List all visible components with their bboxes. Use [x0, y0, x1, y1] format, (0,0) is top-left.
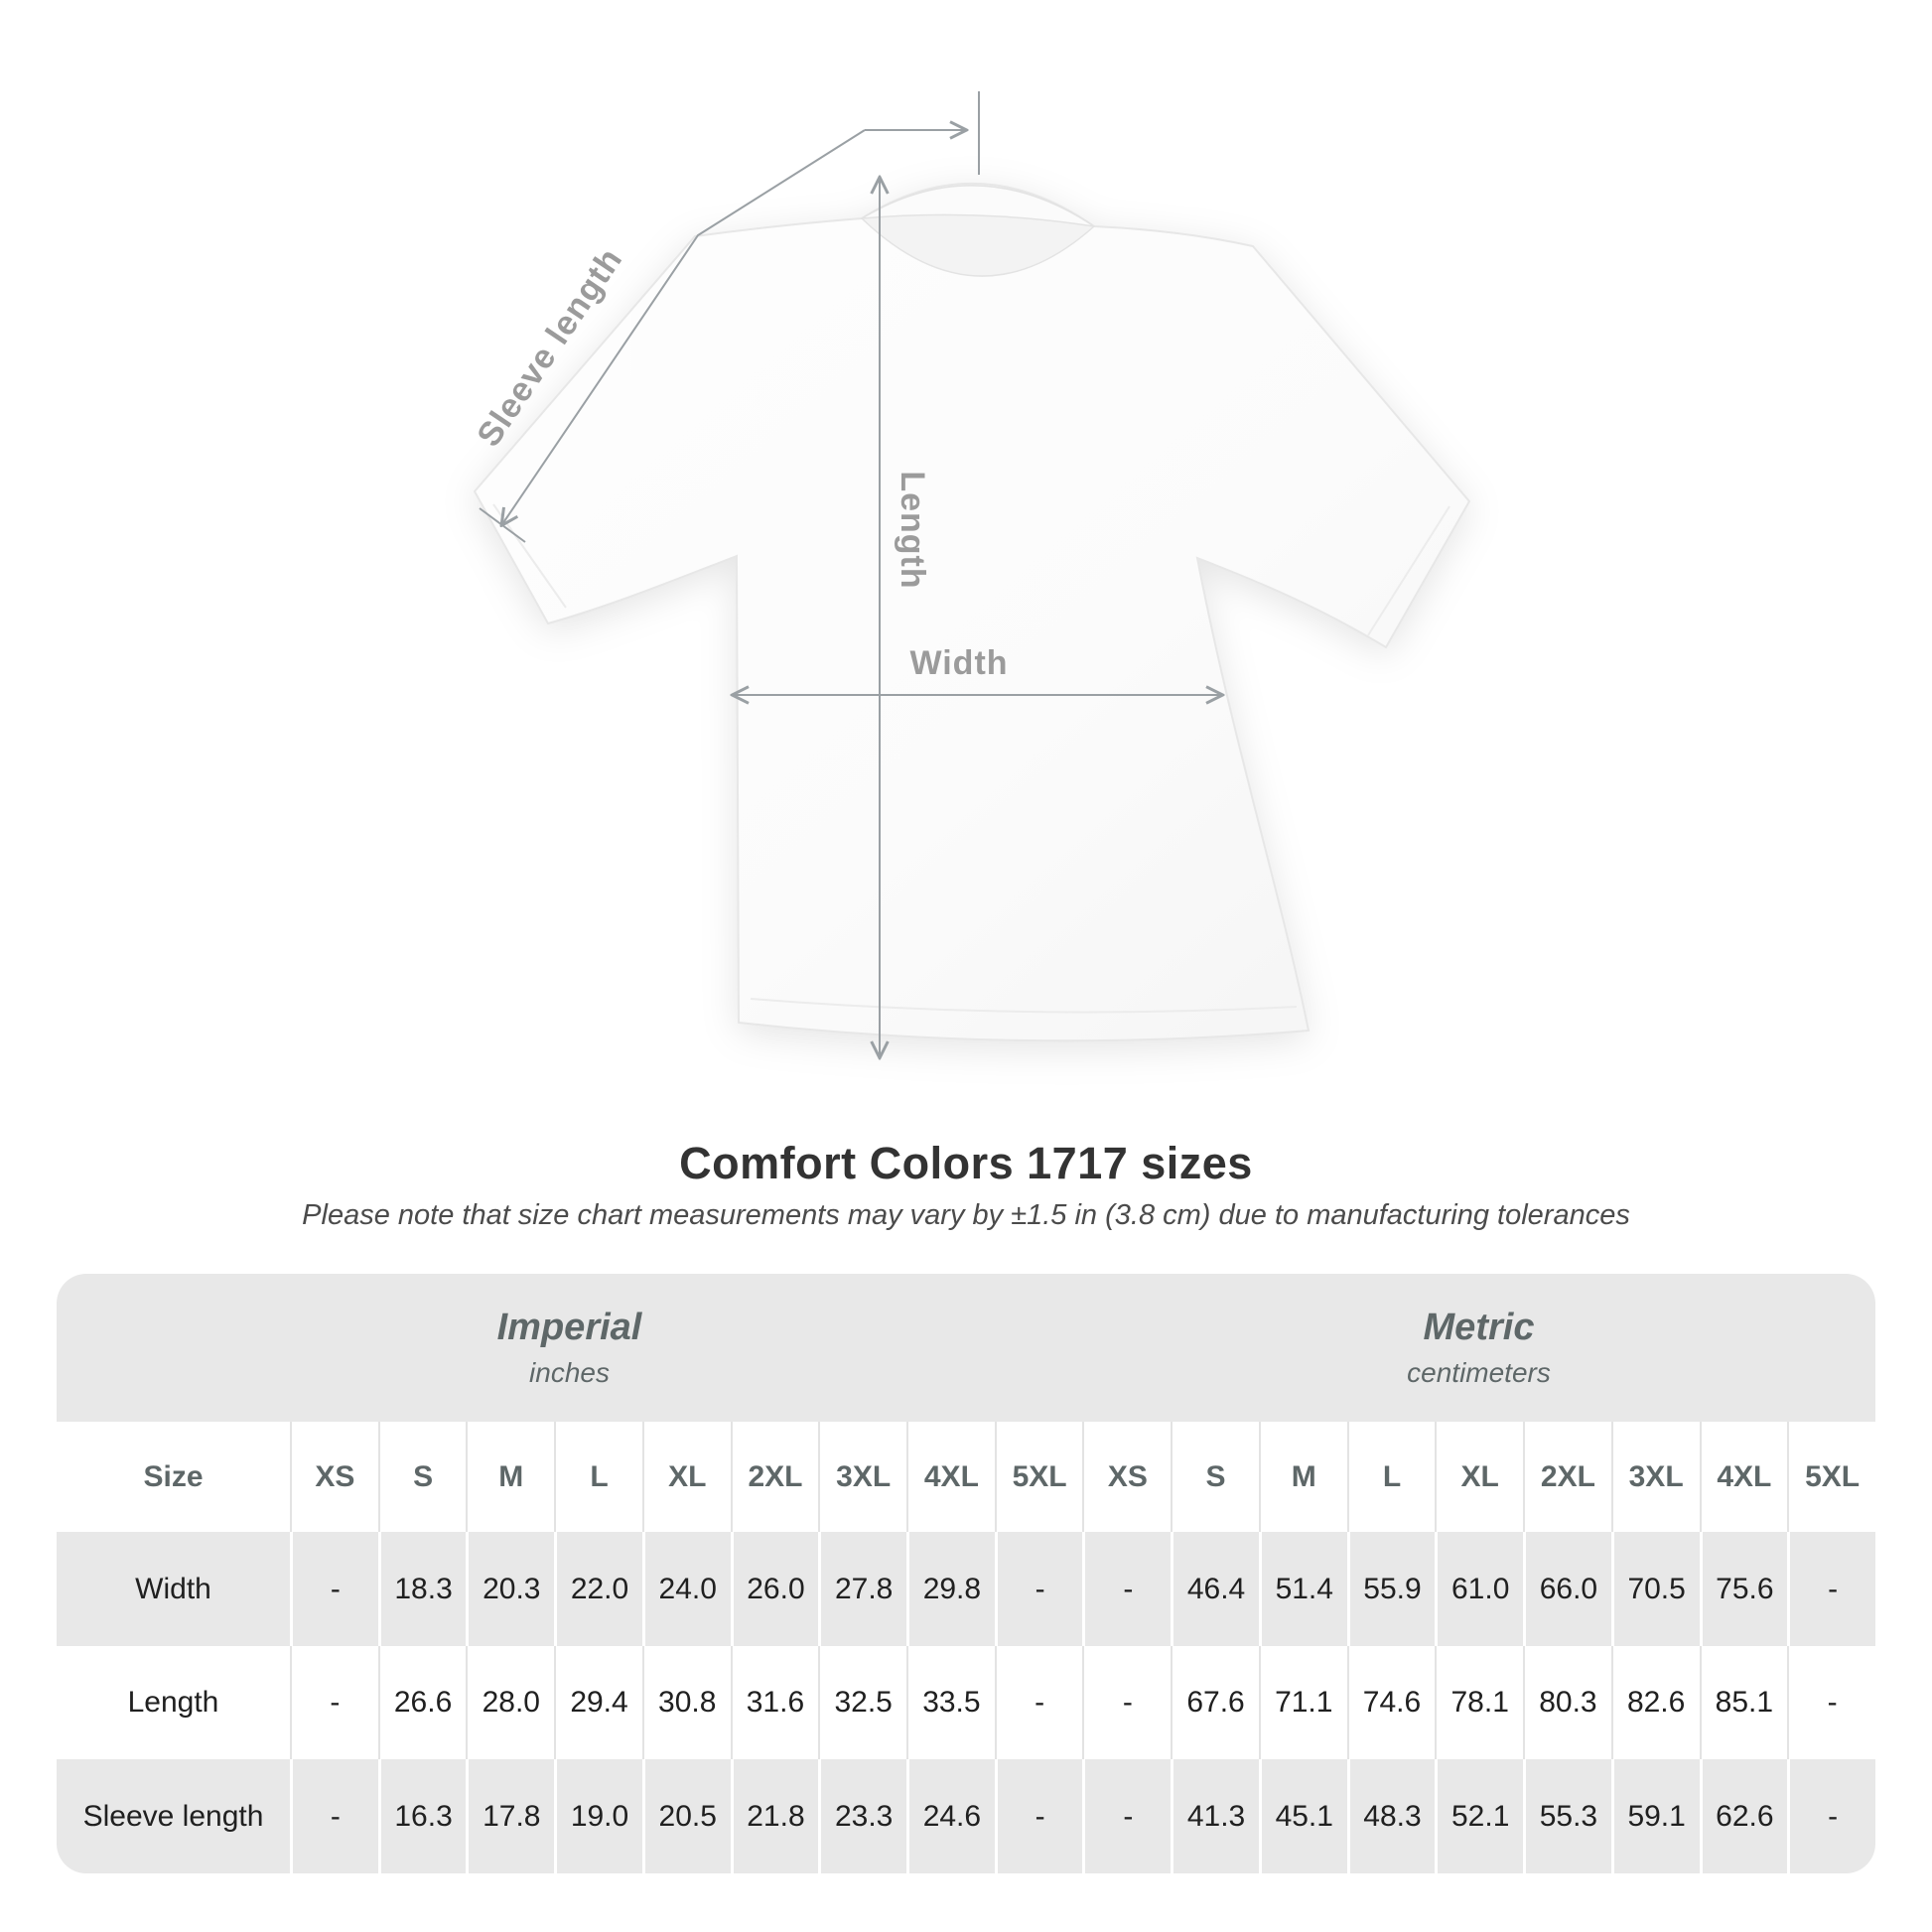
size-col-header: 4XL [906, 1422, 995, 1532]
metric-unit-group: Metric centimeters [1082, 1274, 1875, 1422]
size-col-header: 3XL [818, 1422, 907, 1532]
measurement-cell: 21.8 [730, 1759, 819, 1873]
size-col-header: 2XL [1523, 1422, 1611, 1532]
measurement-cell: 30.8 [641, 1646, 731, 1759]
measurement-cell: - [1082, 1532, 1172, 1646]
size-col-header: 2XL [730, 1422, 819, 1532]
measurement-cell: 29.8 [906, 1532, 995, 1646]
size-col-header: XS [290, 1422, 378, 1532]
measurement-cell: 20.5 [641, 1759, 731, 1873]
tolerance-note: Please note that size chart measurements… [302, 1199, 1630, 1231]
size-col-header: 4XL [1699, 1422, 1788, 1532]
imperial-unit-label: inches [529, 1357, 610, 1388]
size-col-header: 5XL [994, 1422, 1083, 1532]
row-label: Width [57, 1532, 290, 1646]
size-col-header: L [1346, 1422, 1436, 1532]
measurement-cell: 48.3 [1346, 1759, 1436, 1873]
measurement-cell: 33.5 [906, 1646, 995, 1759]
measurement-cell: 59.1 [1610, 1759, 1700, 1873]
imperial-label: Imperial [496, 1307, 642, 1348]
size-col-header: XS [1082, 1422, 1172, 1532]
measurement-cell: - [1787, 1532, 1875, 1646]
measurement-cell: 23.3 [818, 1759, 907, 1873]
measurement-cell: - [290, 1532, 378, 1646]
measurement-cell: 67.6 [1171, 1646, 1259, 1759]
measurement-cell: - [290, 1646, 378, 1759]
measurement-cell: - [1787, 1646, 1875, 1759]
measurement-cell: 41.3 [1171, 1759, 1259, 1873]
size-col-header: 5XL [1787, 1422, 1875, 1532]
measurement-cell: 16.3 [377, 1759, 467, 1873]
measurement-cell: 85.1 [1699, 1646, 1788, 1759]
measurement-cell: 71.1 [1258, 1646, 1347, 1759]
measurement-cell: 55.3 [1523, 1759, 1611, 1873]
measurement-row: Length -26.6 28.0 29.4 30.8 31.6 32.5 33.5- -67.… [57, 1646, 1875, 1759]
size-col-header: XL [641, 1422, 731, 1532]
size-col-header: M [1258, 1422, 1347, 1532]
measurement-cell: 20.3 [466, 1532, 555, 1646]
measurement-cell: 51.4 [1258, 1532, 1347, 1646]
tshirt-graphic [473, 182, 1471, 1042]
measurement-cell: 32.5 [818, 1646, 907, 1759]
metric-unit-label: centimeters [1407, 1357, 1551, 1388]
size-col-header: S [1171, 1422, 1259, 1532]
measurement-cell: - [994, 1759, 1083, 1873]
measurement-cell: 31.6 [730, 1646, 819, 1759]
units-band: Imperial inches Metric centimeters [57, 1274, 1875, 1422]
measurement-cell: - [1787, 1759, 1875, 1873]
measurement-cell: 55.9 [1346, 1532, 1436, 1646]
length-label: Length [894, 471, 931, 589]
measurement-cell: 62.6 [1699, 1759, 1788, 1873]
measurement-cell: - [994, 1532, 1083, 1646]
size-col-header: M [466, 1422, 555, 1532]
measurement-cell: - [290, 1759, 378, 1873]
size-col-header: XL [1435, 1422, 1524, 1532]
measurement-cell: 46.4 [1171, 1532, 1259, 1646]
measurement-cell: 24.6 [906, 1759, 995, 1873]
measurement-cell: 26.6 [377, 1646, 467, 1759]
measurement-cell: 26.0 [730, 1532, 819, 1646]
row-label: Length [57, 1646, 290, 1759]
size-header-row: Size XS S M L XL 2XL 3XL 4XL 5XL XS S M L XL 2XL 3XL 4XL 5… [57, 1422, 1875, 1532]
measurement-cell: 74.6 [1346, 1646, 1436, 1759]
measurement-cell: 82.6 [1610, 1646, 1700, 1759]
measurement-cell: 18.3 [377, 1532, 467, 1646]
measurement-cell: - [1082, 1646, 1172, 1759]
measurement-cell: 75.6 [1699, 1532, 1788, 1646]
measurement-cell: 70.5 [1610, 1532, 1700, 1646]
measurement-cell: 80.3 [1523, 1646, 1611, 1759]
row-label: Sleeve length [57, 1759, 290, 1873]
measurement-cell: 17.8 [466, 1759, 555, 1873]
size-table-card: Imperial inches Metric centimeters Size X… [57, 1274, 1875, 1873]
metric-label: Metric [1423, 1307, 1535, 1348]
measurement-cell: - [994, 1646, 1083, 1759]
measurement-row: Width -18.3 20.3 22.0 24.0 26.0 27.8 29.8- -46.4… [57, 1532, 1875, 1646]
measurement-cell: 52.1 [1435, 1759, 1524, 1873]
measurement-cell: - [1082, 1759, 1172, 1873]
size-col-header: L [554, 1422, 642, 1532]
measurement-cell: 27.8 [818, 1532, 907, 1646]
imperial-unit-group: Imperial inches [57, 1274, 1082, 1422]
measurement-cell: 78.1 [1435, 1646, 1524, 1759]
collar-band [861, 185, 1095, 227]
size-header-label: Size [57, 1422, 290, 1532]
sleeve-length-arrow [479, 91, 980, 543]
measurement-cell: 45.1 [1258, 1759, 1347, 1873]
size-col-header: S [377, 1422, 467, 1532]
measurement-cell: 66.0 [1523, 1532, 1611, 1646]
measurement-cell: 61.0 [1435, 1532, 1524, 1646]
tshirt-diagram: Sleeve length Length Width [470, 91, 1471, 1172]
measurement-cell: 24.0 [641, 1532, 731, 1646]
measurement-cell: 29.4 [554, 1646, 642, 1759]
width-label: Width [909, 644, 1008, 682]
measurement-cell: 22.0 [554, 1532, 642, 1646]
measurement-cell: 28.0 [466, 1646, 555, 1759]
size-table: Size XS S M L XL 2XL 3XL 4XL 5XL XS S M L XL 2XL 3XL 4XL 5… [57, 1422, 1875, 1873]
measurement-row: Sleeve length -16.3 17.8 19.0 20.5 21.8 23.3 24… [57, 1759, 1875, 1873]
size-col-header: 3XL [1610, 1422, 1700, 1532]
page-title: Comfort Colors 1717 sizes [679, 1138, 1253, 1188]
measurement-cell: 19.0 [554, 1759, 642, 1873]
